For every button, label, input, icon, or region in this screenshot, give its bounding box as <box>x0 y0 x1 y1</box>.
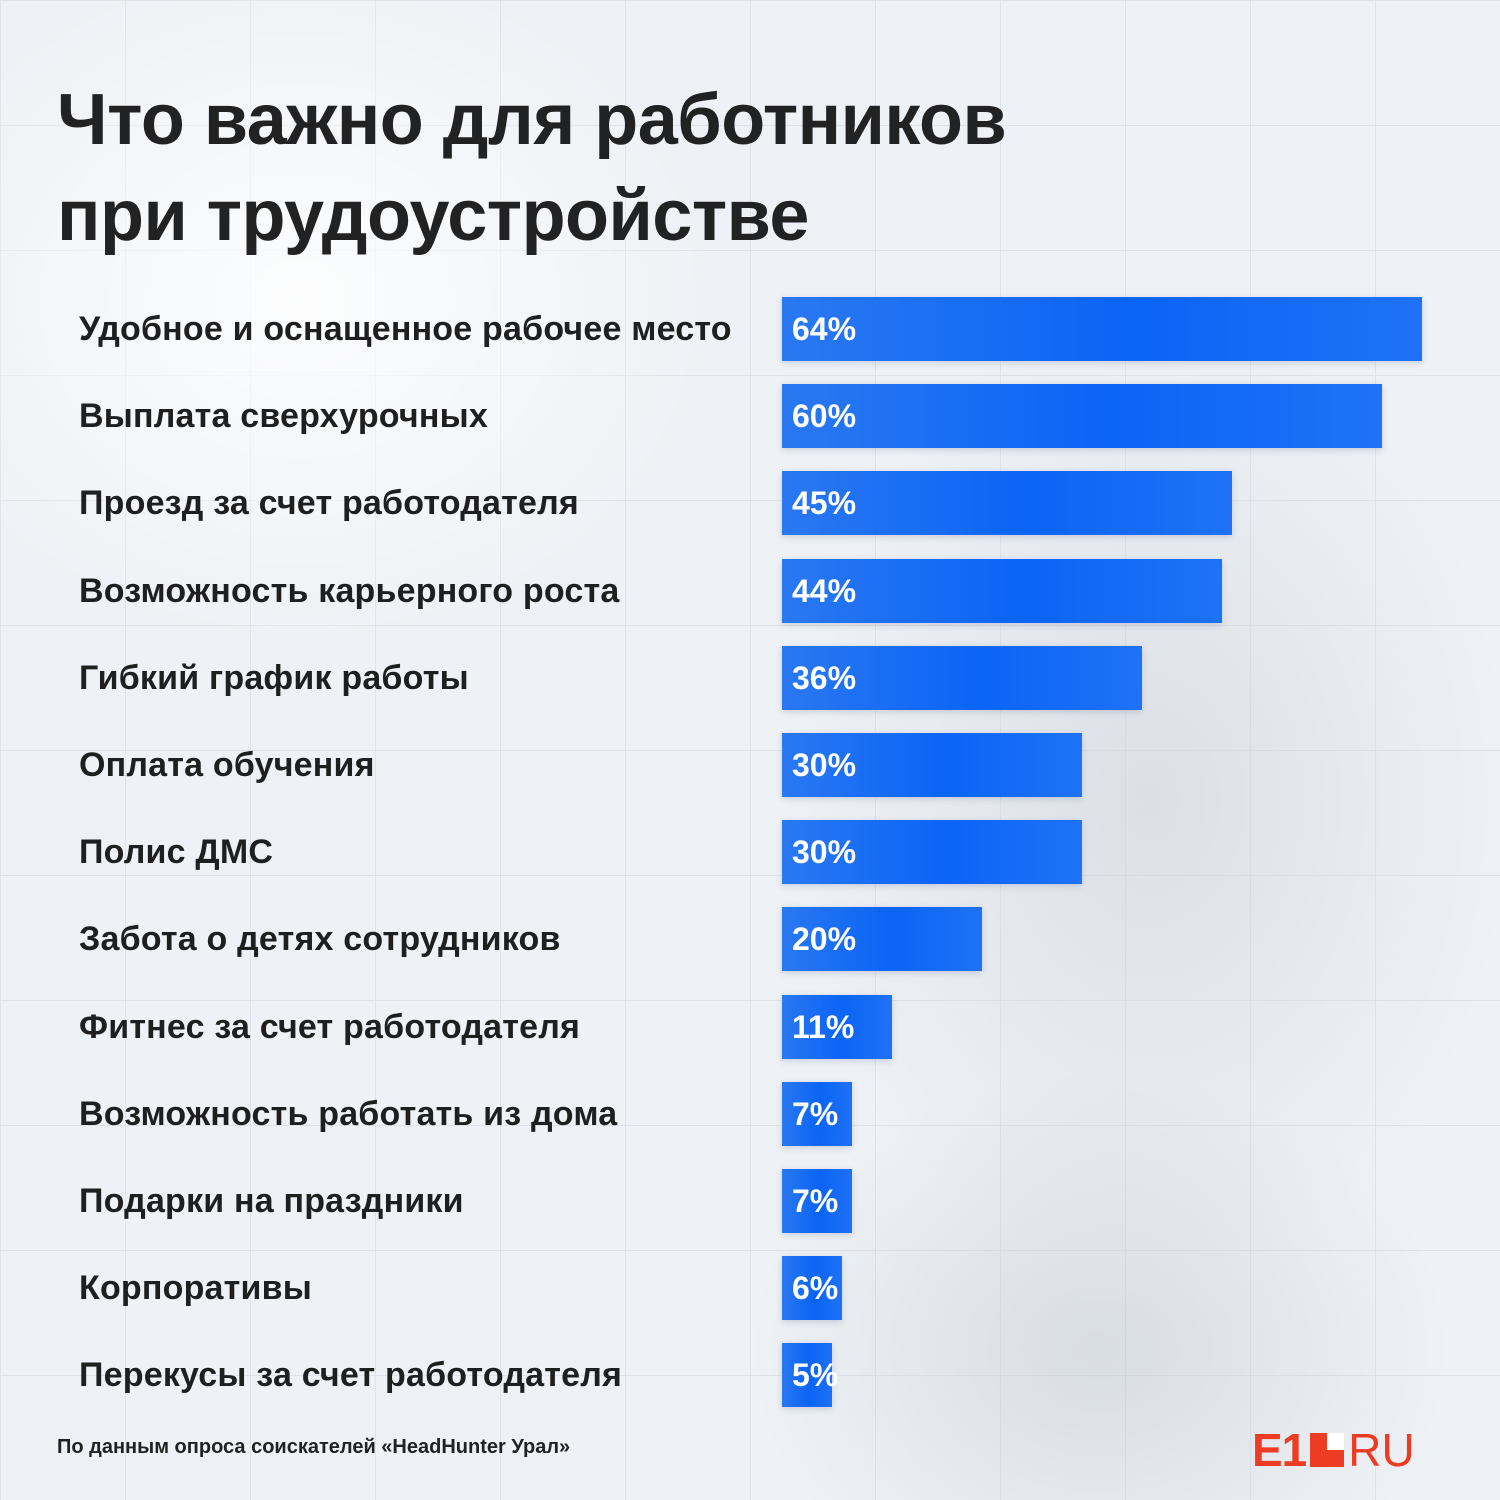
bar-value-label: 20% <box>792 921 857 957</box>
chart-title: Что важно для работников при трудоустрой… <box>57 72 1007 264</box>
chart-title-line-2: при трудоустройстве <box>57 176 809 256</box>
bar <box>782 733 1082 797</box>
bar-value-label: 36% <box>792 660 857 696</box>
bar-value-label: 44% <box>792 573 857 609</box>
bar <box>782 297 1422 361</box>
bar <box>782 1256 842 1320</box>
category-label: Забота о детях сотрудников <box>79 920 561 958</box>
bar <box>782 820 1082 884</box>
bar-value-label: 64% <box>792 311 857 347</box>
category-label: Подарки на праздники <box>79 1182 464 1220</box>
e1-logo: E1 RU <box>1252 1424 1415 1476</box>
bar-value-label: 30% <box>792 834 857 870</box>
bar <box>782 384 1382 448</box>
category-label: Гибкий график работы <box>79 659 469 697</box>
bar-value-label: 6% <box>792 1270 839 1306</box>
category-label: Выплата сверхурочных <box>79 397 488 435</box>
category-label: Корпоративы <box>79 1269 312 1307</box>
logo-e1-text: E1 <box>1252 1424 1307 1476</box>
category-label: Удобное и оснащенное рабочее место <box>79 310 732 348</box>
category-label: Оплата обучения <box>79 746 375 784</box>
bar <box>782 471 1232 535</box>
logo-square-icon <box>1310 1433 1345 1467</box>
category-label: Фитнес за счет работодателя <box>79 1008 581 1046</box>
bar <box>782 995 892 1059</box>
bar-value-label: 30% <box>792 747 857 783</box>
bar <box>782 559 1222 623</box>
bar-value-label: 5% <box>792 1357 839 1393</box>
bar-value-label: 7% <box>792 1096 839 1132</box>
category-label: Проезд за счет работодателя <box>79 484 579 522</box>
logo-ru-text: RU <box>1348 1424 1415 1476</box>
bar-value-label: 60% <box>792 398 857 434</box>
bar <box>782 1169 852 1233</box>
bar <box>782 907 982 971</box>
source-note: По данным опроса соискателей «HeadHunter… <box>57 1436 571 1458</box>
category-label: Возможность работать из дома <box>79 1095 618 1133</box>
bar <box>782 1343 832 1407</box>
category-label: Перекусы за счет работодателя <box>79 1356 623 1394</box>
bar <box>782 1082 852 1146</box>
category-label: Полис ДМС <box>79 833 274 871</box>
bar-value-label: 45% <box>792 485 857 521</box>
bar-value-label: 7% <box>792 1183 839 1219</box>
chart-title-line-1: Что важно для работников <box>57 80 1007 160</box>
category-label: Возможность карьерного роста <box>79 572 620 610</box>
bar <box>782 646 1142 710</box>
bar-value-label: 11% <box>792 1009 855 1045</box>
